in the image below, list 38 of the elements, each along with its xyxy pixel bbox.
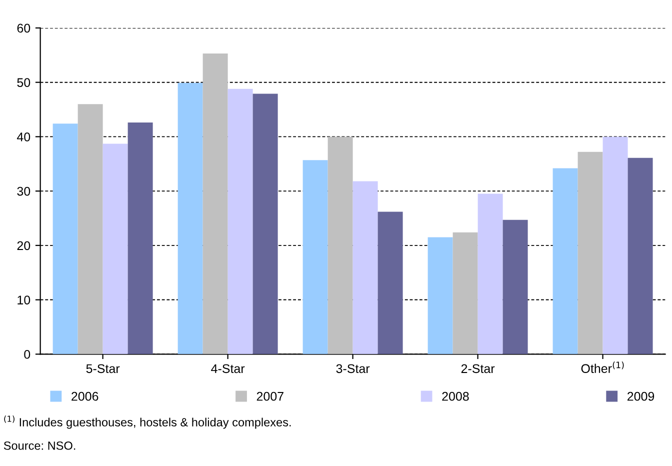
y-tick-label: 20 bbox=[17, 241, 30, 250]
bar bbox=[302, 160, 328, 354]
bar bbox=[202, 54, 228, 354]
bar bbox=[578, 152, 603, 354]
legend-label: 2008 bbox=[442, 392, 469, 401]
y-tick-label: 0 bbox=[24, 350, 30, 359]
y-tick-label: 40 bbox=[16, 132, 30, 142]
bar bbox=[502, 220, 528, 354]
bar bbox=[378, 212, 403, 354]
bar bbox=[128, 122, 153, 354]
bar bbox=[52, 124, 78, 354]
y-tick-label: 50 bbox=[17, 78, 30, 87]
legend-label: 2009 bbox=[627, 392, 654, 401]
bar bbox=[352, 181, 378, 354]
legend-label: 2006 bbox=[72, 392, 98, 401]
bar bbox=[178, 82, 203, 354]
bar bbox=[102, 144, 128, 354]
y-tick-label: 60 bbox=[17, 24, 30, 33]
y-tick-label: 30 bbox=[17, 186, 30, 196]
bar bbox=[602, 136, 628, 354]
y-tick-label: 10 bbox=[18, 296, 30, 304]
bar bbox=[628, 158, 653, 354]
bar bbox=[78, 104, 103, 354]
bar bbox=[552, 168, 578, 354]
x-tick-label: Other$^{(1)}$ bbox=[581, 361, 624, 373]
bar bbox=[452, 232, 478, 354]
bar bbox=[328, 136, 353, 354]
x-tick-label: 2-Star bbox=[461, 364, 495, 374]
bar bbox=[228, 88, 253, 354]
x-tick-label: 5-Star bbox=[86, 364, 120, 374]
x-tick-label: 3-Star bbox=[336, 364, 370, 374]
legend-label: 2007 bbox=[256, 392, 284, 401]
source-note: Source: NSO. bbox=[4, 441, 76, 450]
text: $^{(1)}$ Includes guesthouses, hostels & holiday complexes. bbox=[4, 416, 291, 429]
x-tick-label: 4-Star bbox=[211, 364, 245, 374]
bar bbox=[478, 194, 503, 354]
bar bbox=[252, 94, 278, 354]
bar bbox=[428, 237, 453, 354]
